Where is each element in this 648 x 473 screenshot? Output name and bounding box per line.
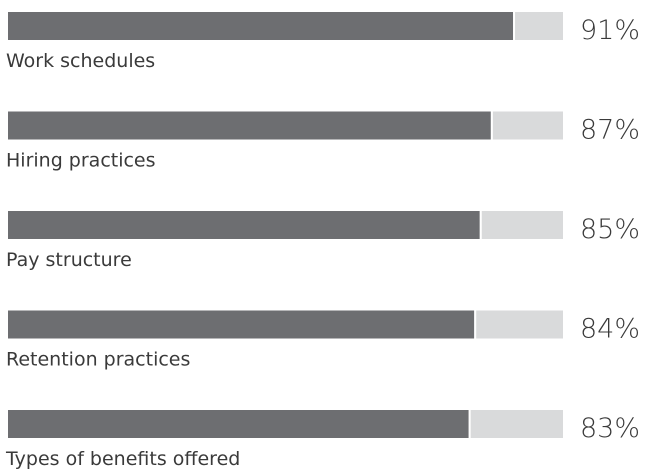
bar-gap: [513, 12, 516, 40]
bar: [8, 211, 480, 239]
value-label: 91%: [580, 15, 640, 46]
value-label: 84%: [580, 314, 640, 345]
category-label: Hiring practices: [6, 150, 156, 172]
category-label: Pay structure: [6, 249, 132, 271]
value-label: 85%: [580, 214, 640, 245]
category-label: Retention practices: [6, 349, 190, 371]
bar-gap: [479, 211, 482, 239]
bar: [8, 111, 491, 140]
bar: [8, 12, 514, 40]
bar: [8, 310, 475, 339]
bar: [8, 410, 469, 438]
bar-gap: [468, 410, 471, 438]
value-label: 83%: [580, 413, 640, 444]
category-label: Work schedules: [6, 50, 155, 72]
bar-gap: [474, 310, 477, 339]
value-label: 87%: [580, 115, 640, 146]
category-label: Types of benefits offered: [5, 448, 240, 470]
bar-gap: [490, 111, 493, 140]
